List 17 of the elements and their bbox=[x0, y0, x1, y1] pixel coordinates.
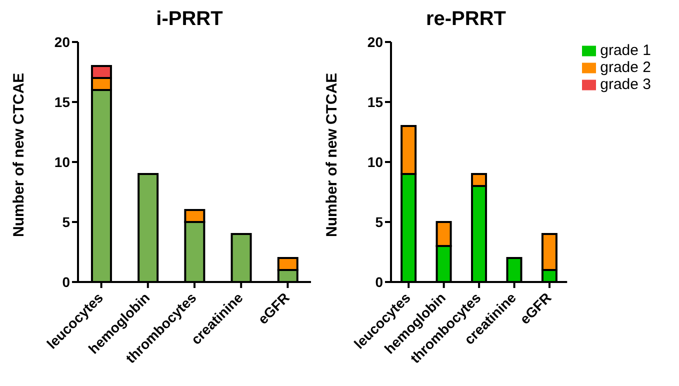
y-axis-title: Number of new CTCAE bbox=[10, 72, 28, 237]
chart-title: i-PRRT bbox=[155, 8, 224, 32]
y-tick-label: 15 bbox=[54, 94, 70, 110]
y-tick-label: 20 bbox=[54, 34, 70, 50]
legend-label: grade 1 bbox=[600, 42, 651, 59]
y-axis-title: Number of new CTCAE bbox=[323, 72, 340, 237]
y-tick-label: 0 bbox=[62, 274, 70, 290]
y-tick-label: 5 bbox=[62, 214, 70, 230]
y-tick-label: 0 bbox=[375, 274, 384, 290]
y-tick-label: 15 bbox=[367, 94, 384, 110]
legend-label: grade 3 bbox=[600, 76, 651, 93]
y-tick-label: 10 bbox=[54, 154, 70, 170]
y-tick-label: 5 bbox=[375, 214, 384, 230]
chart-title: re-PRRT bbox=[424, 8, 507, 32]
y-tick-label: 20 bbox=[367, 34, 384, 50]
y-tick-label: 10 bbox=[367, 154, 384, 170]
legend-label: grade 2 bbox=[600, 59, 651, 76]
